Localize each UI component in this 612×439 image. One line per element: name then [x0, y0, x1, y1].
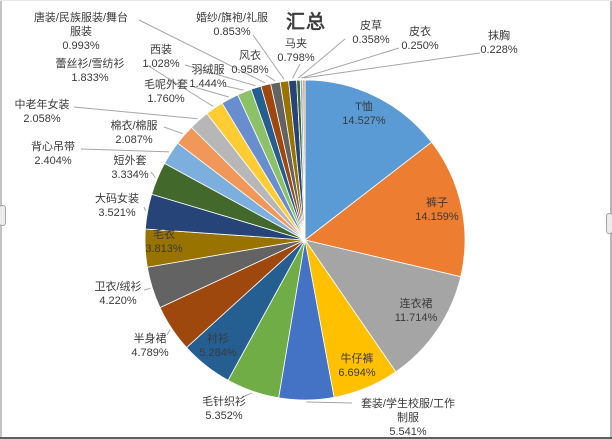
label-leader-line — [291, 63, 301, 79]
pie-slice[interactable] — [304, 239, 462, 373]
label-leader-line — [193, 86, 229, 98]
bottom-window-edge — [0, 437, 612, 439]
label-leader-line — [252, 34, 285, 80]
right-edge-handle[interactable] — [606, 213, 612, 234]
label-leader-line — [241, 392, 253, 398]
label-leader-line — [143, 206, 147, 212]
label-leader-line — [303, 52, 481, 79]
pie-slice[interactable] — [302, 79, 306, 241]
label-leader-line — [138, 19, 266, 84]
label-leader-line — [184, 64, 256, 87]
label-leader-line — [301, 47, 400, 79]
pie-slice[interactable] — [304, 141, 466, 278]
chart-title: 汇总 — [285, 12, 327, 33]
label-leader-line — [297, 38, 346, 79]
left-edge-handle[interactable] — [0, 205, 6, 226]
label-leader-line — [163, 126, 183, 135]
label-leader-line — [224, 85, 244, 91]
label-leader-line — [143, 287, 151, 291]
label-leader-line — [146, 64, 214, 107]
label-leader-line — [73, 106, 198, 120]
label-leader-line — [166, 329, 171, 336]
label-leader-line — [265, 74, 276, 82]
pie-slice[interactable] — [304, 79, 433, 241]
label-leader-line — [306, 401, 353, 404]
label-leader-line — [80, 148, 170, 153]
label-leader-line — [150, 171, 156, 179]
